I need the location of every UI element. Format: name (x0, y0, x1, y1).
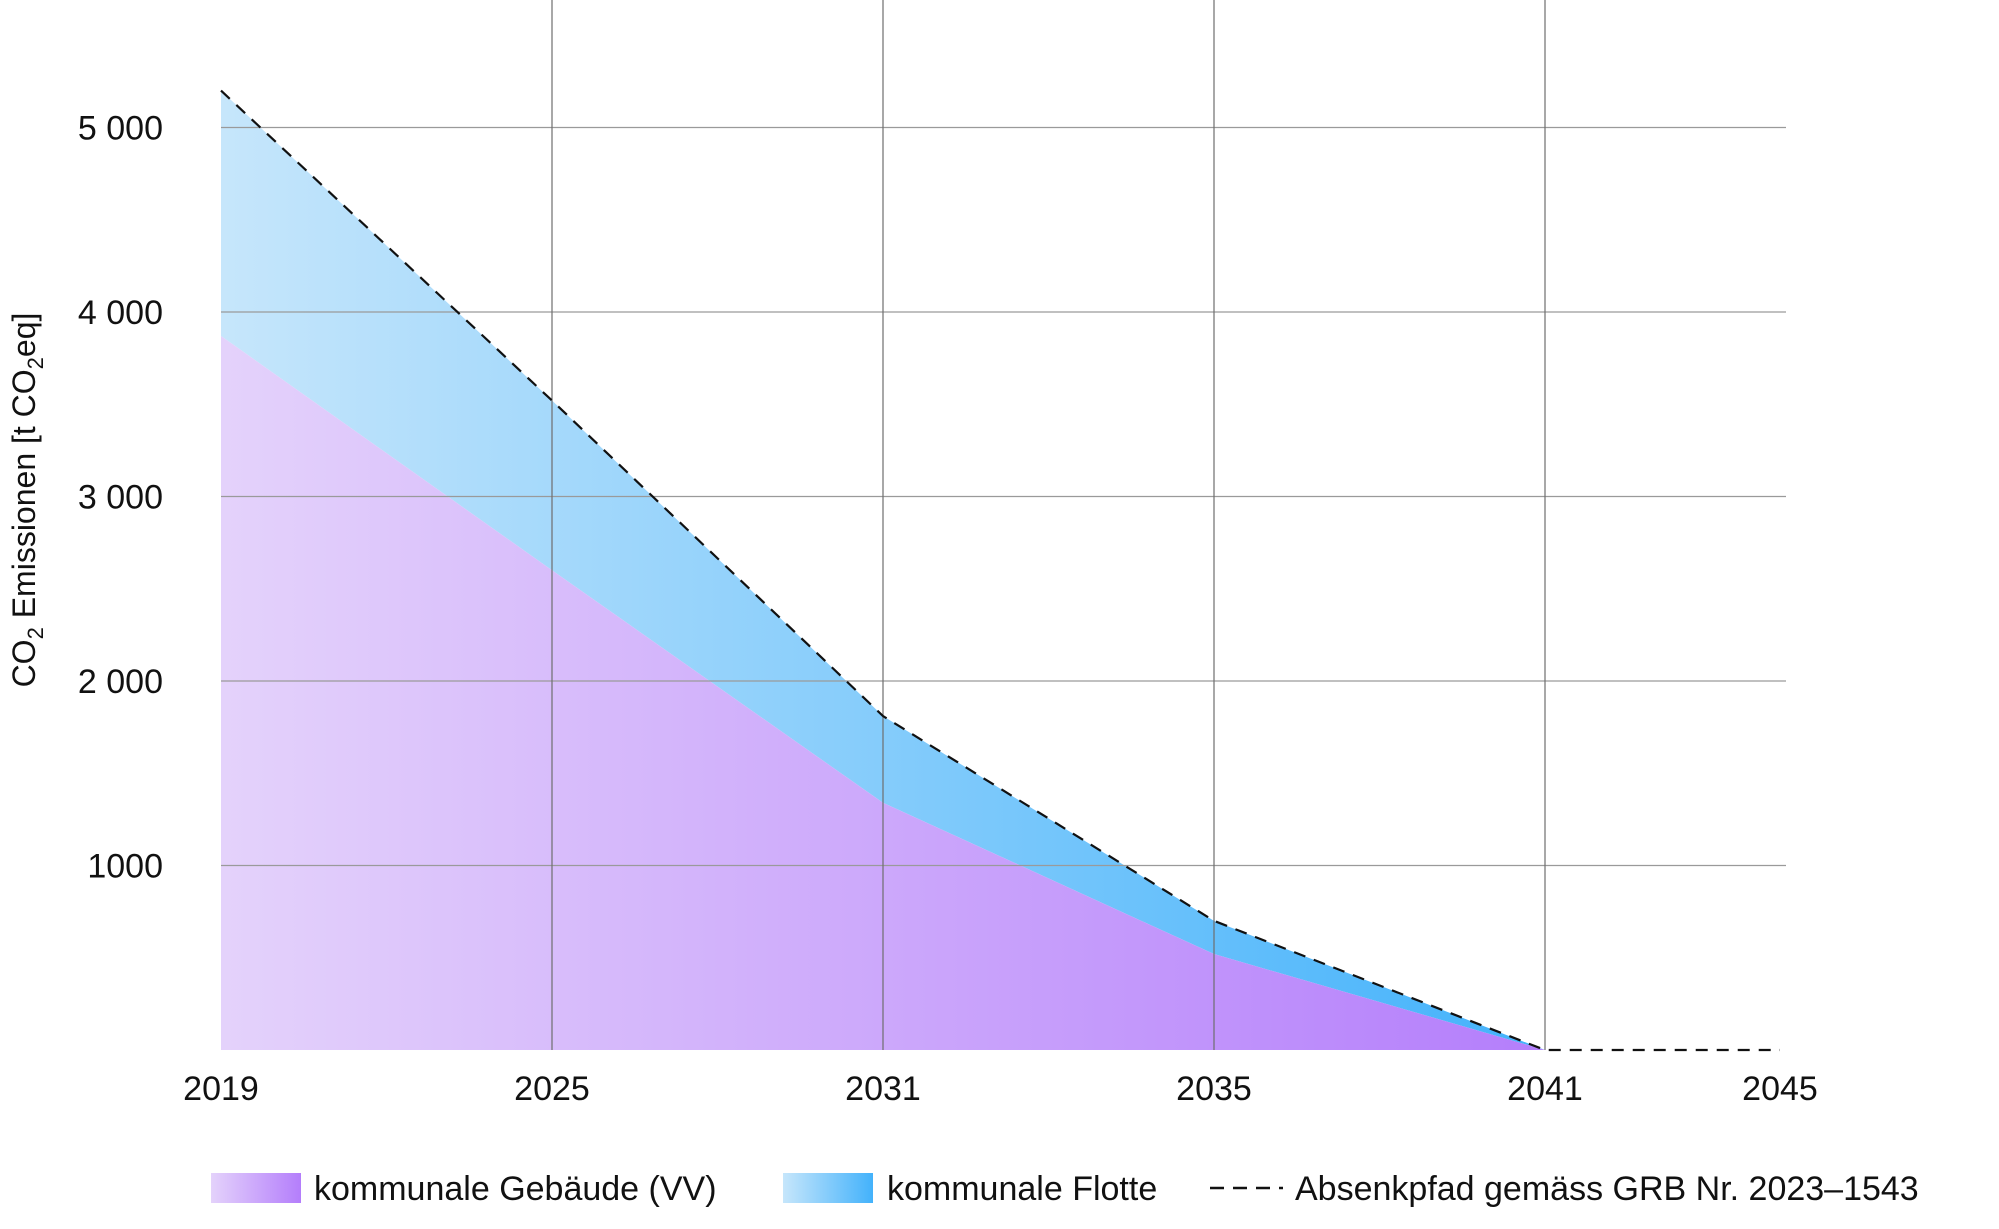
y-axis-title-middle: Emissionen [t CO (6, 369, 42, 627)
x-axis-ticks: 2019 2025 2031 2035 2041 2045 (183, 1070, 1818, 1108)
legend-label-buildings: kommunale Gebäude (VV) (314, 1170, 717, 1208)
y-tick-label-1000: 1000 (87, 848, 163, 886)
legend-item-target-path: Absenkpfad gemäss GRB Nr. 2023–1543 (1210, 1170, 1919, 1208)
x-tick-label-2041: 2041 (1507, 1070, 1583, 1108)
legend-label-target-path: Absenkpfad gemäss GRB Nr. 2023–1543 (1295, 1170, 1919, 1208)
y-tick-label-5000: 5 000 (78, 110, 163, 148)
x-tick-label-2031: 2031 (845, 1070, 921, 1108)
grid-lines (221, 0, 1786, 1050)
y-axis-title-suffix: eq] (6, 313, 42, 357)
y-axis-ticks: 1000 2 000 3 000 4 000 5 000 (78, 110, 163, 886)
y-tick-label-3000: 3 000 (78, 479, 163, 517)
y-axis-title-sub2: 2 (23, 357, 48, 369)
x-tick-label-2045: 2045 (1742, 1070, 1818, 1108)
y-tick-label-2000: 2 000 (78, 663, 163, 701)
legend-swatch-fleet (783, 1173, 873, 1203)
y-axis-title-sub1: 2 (23, 627, 48, 639)
x-tick-label-2025: 2025 (514, 1070, 590, 1108)
x-tick-label-2035: 2035 (1176, 1070, 1252, 1108)
legend: kommunale Gebäude (VV) kommunale Flotte … (211, 1170, 1919, 1208)
y-tick-label-4000: 4 000 (78, 294, 163, 332)
y-axis-title-prefix: CO (6, 639, 42, 687)
legend-swatch-buildings (211, 1173, 301, 1203)
legend-label-fleet: kommunale Flotte (887, 1170, 1157, 1208)
y-axis-title: CO2 Emissionen [t CO2eq] (6, 313, 48, 688)
x-tick-label-2019: 2019 (183, 1070, 259, 1108)
legend-item-fleet: kommunale Flotte (783, 1170, 1157, 1208)
legend-item-buildings: kommunale Gebäude (VV) (211, 1170, 717, 1208)
